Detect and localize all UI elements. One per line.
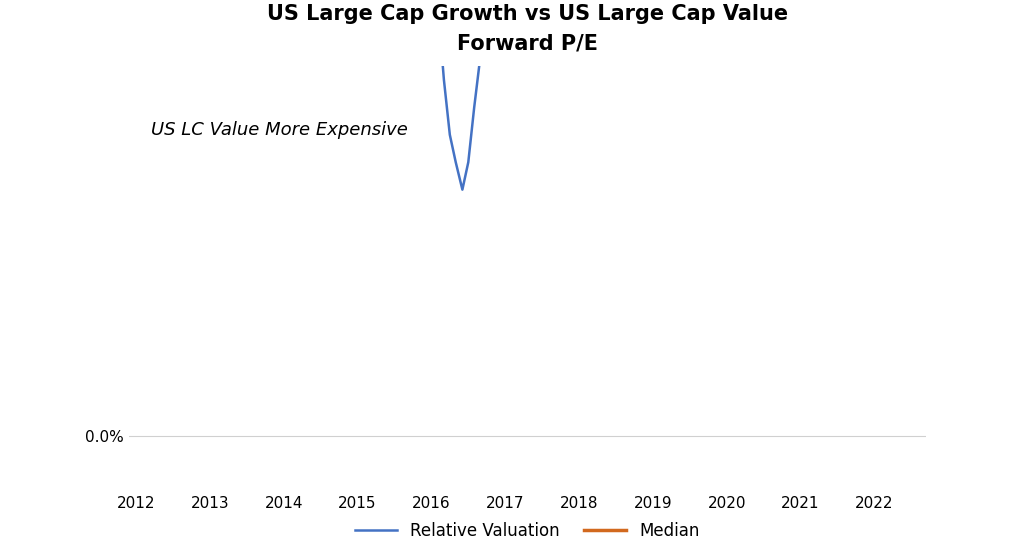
Relative Valuation <box>456 187 468 193</box>
Line: Relative Valuation: Relative Valuation <box>136 0 912 190</box>
Legend: Relative Valuation, Median: Relative Valuation, Median <box>348 516 707 546</box>
Title: Relative Valuation
US Large Cap Growth vs US Large Cap Value
Forward P/E: Relative Valuation US Large Cap Growth v… <box>267 0 788 54</box>
Text: US LC Value More Expensive: US LC Value More Expensive <box>151 121 407 139</box>
